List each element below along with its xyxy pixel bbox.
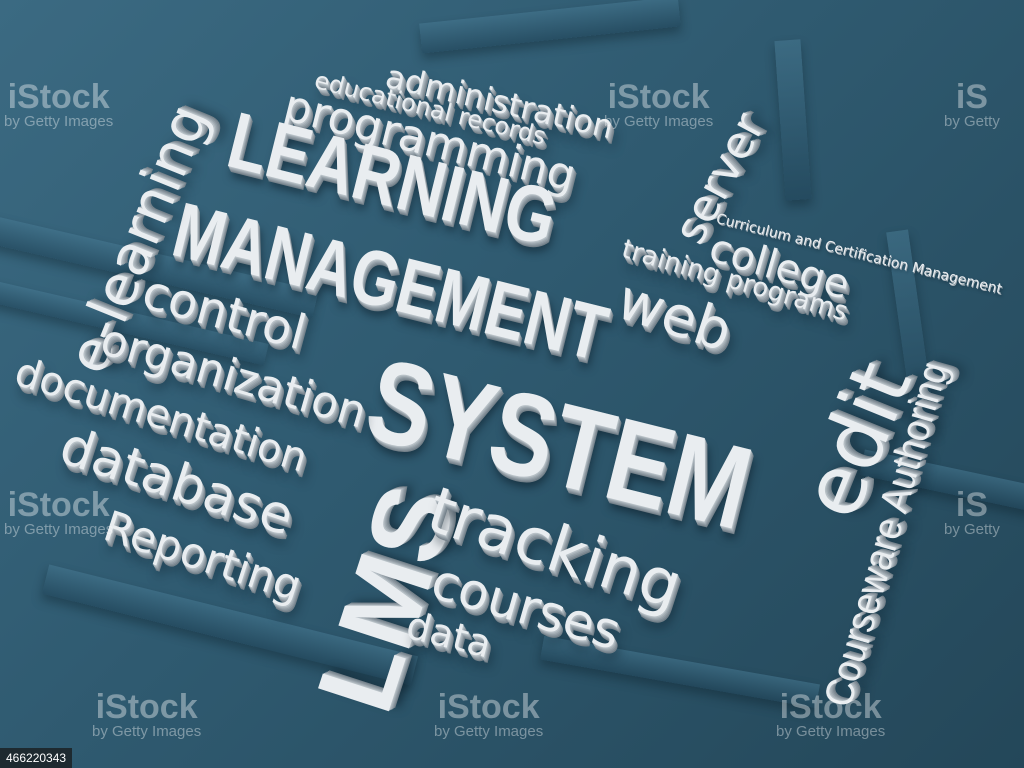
- watermark: iStock by Getty Images: [4, 78, 114, 130]
- background-slab: [419, 0, 681, 54]
- watermark: iS by Getty: [944, 486, 1000, 538]
- image-id-label: 466220343: [0, 748, 73, 768]
- background-slab: [774, 39, 812, 201]
- watermark: iStock by Getty Images: [776, 688, 886, 740]
- watermark: iStock by Getty Images: [4, 486, 114, 538]
- watermark: iStock by Getty Images: [92, 688, 202, 740]
- watermark: iStock by Getty Images: [604, 78, 714, 130]
- watermark: iStock by Getty Images: [434, 688, 544, 740]
- watermark: iS by Getty: [944, 78, 1000, 130]
